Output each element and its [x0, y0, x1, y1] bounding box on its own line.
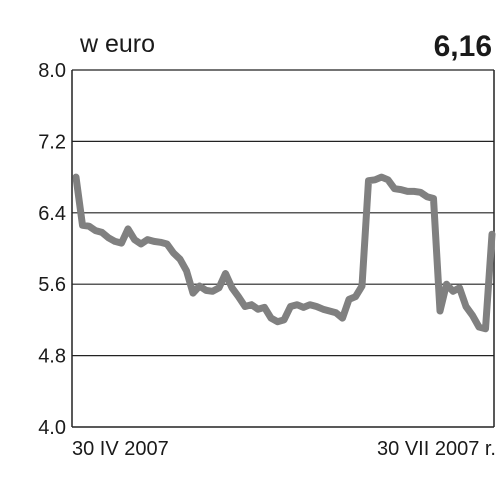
x-end-label: 30 VII 2007 r.: [377, 438, 496, 460]
unit-label: w euro: [80, 30, 156, 58]
grid-lines: [72, 69, 494, 357]
y-tick-labels: 8.0 7.2 6.4 5.6 4.8 4.0: [38, 60, 66, 439]
y-tick-label: 5.6: [38, 274, 66, 296]
last-value-label: 6,16: [433, 30, 492, 63]
x-start-label: 30 IV 2007: [72, 438, 169, 460]
y-tick-label: 6.4: [38, 203, 66, 225]
series-line: [72, 173, 496, 333]
x-tick-labels: 30 IV 2007 30 VII 2007 r.: [72, 438, 496, 460]
axes: [71, 70, 495, 428]
y-tick-label: 7.2: [38, 131, 66, 153]
y-tick-label: 4.8: [38, 346, 66, 368]
y-tick-label: 8.0: [38, 60, 66, 82]
y-tick-label: 4.0: [38, 417, 66, 439]
